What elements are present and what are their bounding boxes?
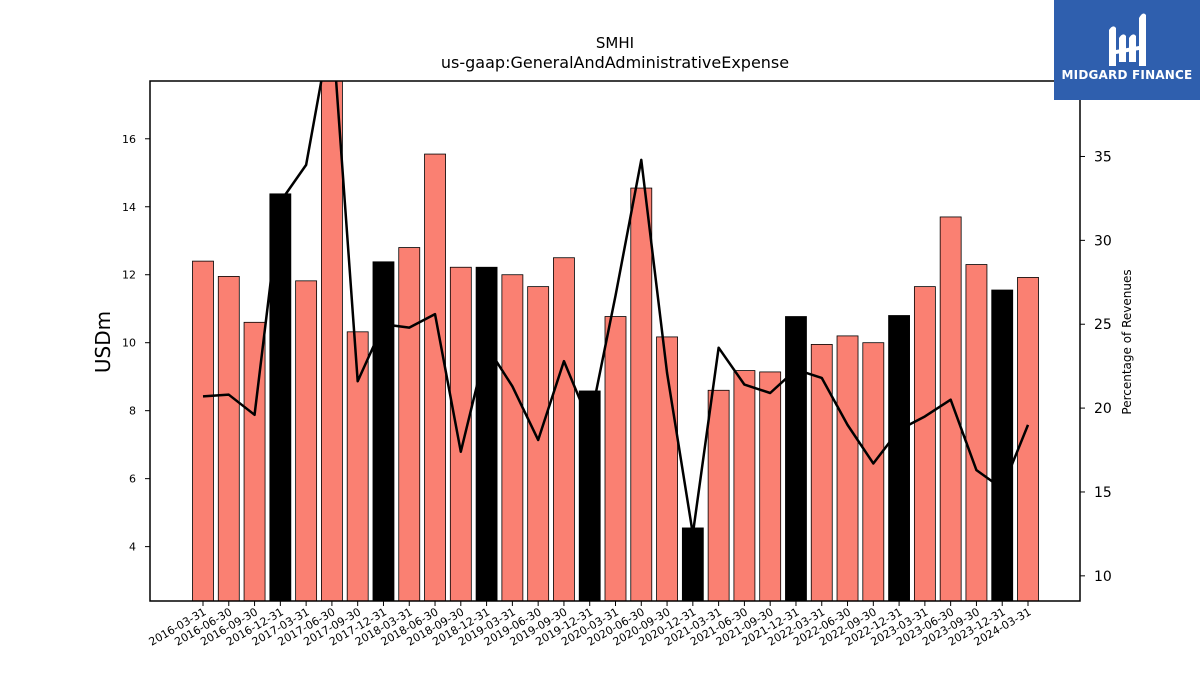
bar	[733, 370, 756, 601]
y-tick-label: 4	[129, 541, 136, 554]
y2-tick-label: 15	[1094, 485, 1112, 501]
bar	[965, 264, 988, 601]
percentage-line	[202, 81, 1030, 536]
bar	[604, 316, 627, 601]
bar	[681, 527, 704, 601]
logo-mark-icon	[1109, 13, 1146, 66]
bar	[630, 187, 653, 601]
midgard-finance-logo: MIDGARD FINANCE	[1054, 0, 1200, 100]
bar	[372, 261, 395, 601]
bar	[913, 286, 936, 601]
bar	[888, 315, 910, 601]
plot-content	[192, 81, 1039, 601]
bar	[269, 193, 292, 601]
plot-area: 468101214161015202530352016-03-312016-06…	[122, 80, 1112, 649]
bar	[527, 286, 550, 601]
bar	[785, 316, 807, 601]
bar	[862, 342, 885, 601]
bar	[295, 280, 318, 601]
y-tick-label: 14	[122, 201, 136, 214]
bar	[346, 331, 369, 601]
y-tick-label: 6	[129, 473, 136, 486]
bar	[243, 321, 266, 601]
y-tick-label: 12	[122, 269, 136, 282]
y-tick-label: 16	[122, 133, 136, 146]
bar	[553, 257, 575, 601]
bar	[398, 247, 421, 601]
chart-title: SMHI	[596, 34, 634, 52]
bar	[449, 266, 472, 601]
y2-axis-label: Percentage of Revenues	[1120, 269, 1134, 414]
y2-tick-label: 30	[1094, 233, 1112, 249]
bar	[501, 274, 524, 601]
bar	[836, 335, 859, 601]
bar	[192, 260, 214, 601]
chart-subtitle: us-gaap:GeneralAndAdministrativeExpense	[441, 53, 789, 72]
y2-tick-label: 20	[1094, 401, 1112, 417]
y-axis-label: USDm	[91, 311, 115, 373]
logo-text: MIDGARD FINANCE	[1061, 68, 1193, 82]
y2-tick-label: 10	[1094, 569, 1112, 585]
bar	[991, 289, 1014, 601]
bar	[475, 266, 498, 601]
bar	[939, 216, 962, 601]
y-tick-label: 10	[122, 337, 136, 350]
bar	[1017, 277, 1039, 601]
bar	[707, 389, 730, 601]
bar	[424, 153, 446, 601]
y2-tick-label: 35	[1094, 149, 1112, 165]
bar	[217, 276, 240, 601]
y-tick-label: 8	[129, 405, 136, 418]
y2-tick-label: 25	[1094, 317, 1112, 333]
bar	[810, 343, 833, 601]
bar	[321, 81, 343, 601]
bar	[759, 371, 782, 601]
